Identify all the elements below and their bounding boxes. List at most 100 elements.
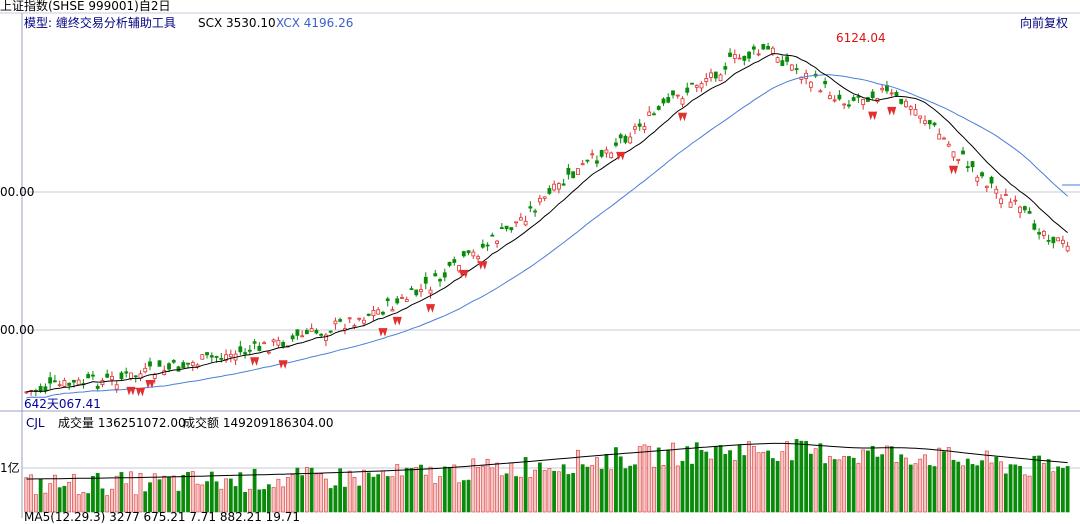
volume-bar: [656, 447, 661, 513]
candle-body: [129, 372, 133, 379]
candle-body: [680, 98, 685, 105]
candle-body: [671, 90, 675, 96]
volume-bar: [209, 471, 214, 513]
candle-body: [186, 362, 190, 365]
volume-bar: [599, 468, 604, 513]
volume-bar: [794, 439, 799, 513]
volume-bar: [309, 467, 314, 513]
volume-bar: [946, 447, 951, 513]
volume-bar: [176, 490, 181, 513]
volume-bar: [233, 486, 238, 513]
volume-bar: [751, 446, 756, 513]
low-price-label: 642天067.41: [24, 397, 101, 411]
candle-body: [894, 92, 899, 96]
candle-body: [937, 133, 942, 140]
candle-body: [1003, 194, 1008, 196]
adjust-mode-button[interactable]: 向前复权: [1019, 16, 1068, 30]
window-title: 上证指数(SHSE 999001)自2日: [0, 0, 171, 13]
volume-bar: [932, 466, 937, 513]
candle-body: [328, 330, 333, 333]
candle-body: [1060, 239, 1065, 244]
candle-body: [200, 354, 205, 360]
volume-bar: [205, 481, 209, 513]
volume-bar: [72, 474, 76, 513]
volume-bar: [129, 471, 133, 513]
volume-bar: [490, 467, 495, 513]
candle-body: [371, 310, 376, 316]
volume-bar: [43, 492, 48, 513]
candlestick-series: [24, 42, 1070, 397]
candle-body: [552, 183, 557, 191]
volume-bar: [585, 466, 590, 513]
volume-bar: [24, 477, 29, 513]
candle-body: [690, 82, 694, 85]
candle-body: [300, 335, 305, 338]
candle-body: [295, 329, 300, 336]
volume-bar: [780, 451, 785, 513]
volume-bar: [105, 495, 110, 513]
candle-body: [271, 339, 276, 343]
volume-bar: [304, 467, 309, 513]
volume-bar: [637, 446, 642, 513]
candle-body: [580, 163, 585, 166]
volume-bar: [167, 476, 171, 513]
price-tick-lower: 00.00: [0, 323, 35, 337]
candle-body: [347, 317, 352, 320]
volume-bar: [980, 460, 984, 513]
volume-bar: [200, 484, 205, 513]
volume-bar: [338, 468, 343, 513]
volume-bar: [747, 441, 751, 513]
volume-bar: [647, 445, 652, 513]
candle-body: [495, 240, 499, 244]
candle-body: [780, 60, 785, 67]
volume-bar: [566, 474, 571, 513]
candle-body: [537, 197, 542, 203]
volume-bar: [766, 450, 770, 513]
candle-body: [1018, 206, 1022, 214]
volume-bar: [461, 480, 466, 513]
volume-bar: [875, 456, 880, 513]
candle-body: [266, 351, 271, 354]
volume-bar: [395, 464, 400, 513]
candle-body: [1065, 245, 1070, 252]
candle-body: [1046, 239, 1051, 242]
volume-indicator-name[interactable]: CJL: [26, 416, 45, 430]
volume-bar: [124, 483, 129, 513]
volume-bar: [485, 458, 490, 513]
volume-bar: [789, 460, 794, 513]
candle-body: [718, 74, 723, 82]
volume-bar: [818, 443, 823, 513]
candle-body: [742, 55, 747, 61]
candle-body: [704, 78, 709, 82]
candle-body: [699, 83, 704, 89]
volume-bar: [114, 475, 119, 513]
volume-bar: [880, 454, 885, 513]
volume-bar: [62, 485, 67, 513]
volume-bar: [1065, 466, 1070, 513]
buy-signal-marker: [478, 261, 488, 270]
candle-body: [984, 185, 989, 188]
candle-body: [1041, 230, 1046, 236]
volume-bar: [847, 456, 851, 513]
candle-body: [376, 309, 381, 315]
volume-bar: [438, 476, 442, 513]
candle-body: [24, 391, 29, 394]
buy-signal-marker: [126, 386, 136, 396]
candle-body: [143, 367, 148, 373]
volume-bar: [414, 467, 419, 513]
volume-bar: [737, 444, 742, 513]
volume-bar: [685, 446, 690, 513]
volume-bar: [362, 469, 366, 513]
candle-body: [628, 136, 633, 144]
volume-bar: [699, 449, 704, 513]
candle-body: [95, 385, 100, 389]
volume-bar: [228, 478, 233, 513]
candle-body: [666, 97, 671, 103]
buy-signal-marker: [250, 357, 260, 366]
volume-bar: [333, 485, 338, 513]
candle-body: [409, 288, 414, 291]
candle-body: [190, 362, 195, 366]
candle-body: [832, 99, 837, 102]
candle-body: [732, 54, 737, 59]
